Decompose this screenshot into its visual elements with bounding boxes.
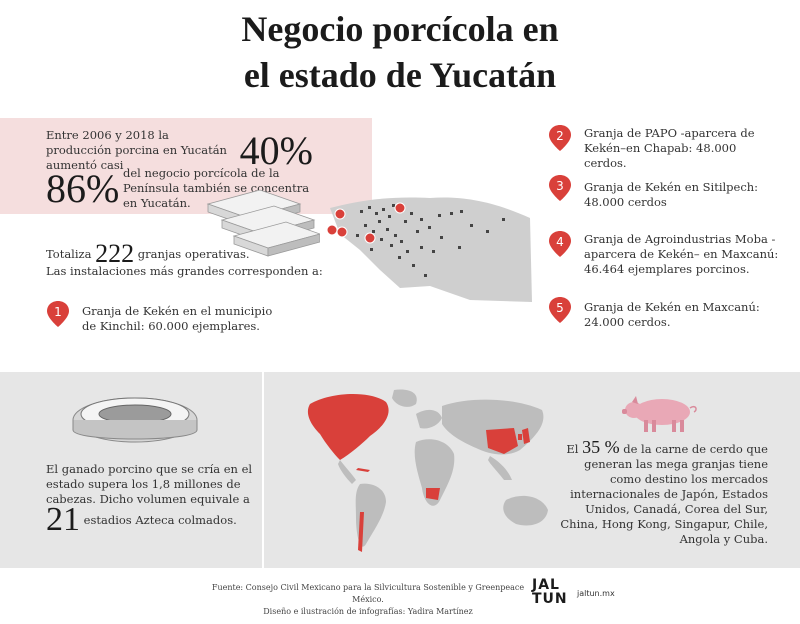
title-line-1: Negocio porcícola en xyxy=(241,9,559,49)
map-pin-icon: 3 xyxy=(549,175,571,201)
yucatan-map xyxy=(326,197,532,302)
export-text: de la carne de cerdo que generan las meg… xyxy=(560,442,768,546)
growth-stat: Entre 2006 y 2018 la producción porcina … xyxy=(46,128,313,173)
growth-value: 40% xyxy=(239,127,313,173)
farms-prefix: Totaliza xyxy=(46,247,92,261)
pin-number: 2 xyxy=(556,129,564,143)
farms-total: Totaliza 222 granjas operativas. Las ins… xyxy=(46,241,346,279)
footer-source-block: Fuente: Consejo Civil Mexicano para la S… xyxy=(208,582,528,618)
barns-illustration xyxy=(206,189,320,257)
map-pin-icon: 2 xyxy=(549,125,571,151)
stadium-text: El ganado porcino que se cría en el esta… xyxy=(46,462,253,506)
footer-credit: Diseño e ilustración de infografías: Yad… xyxy=(263,607,473,616)
pig-icon xyxy=(622,396,697,432)
map-pin-icon: 1 xyxy=(47,301,69,327)
pin-number: 1 xyxy=(54,305,62,319)
stadium-stat: El ganado porcino que se cría en el esta… xyxy=(46,462,268,537)
logo-bottom: TUN xyxy=(532,591,568,607)
pin-number: 5 xyxy=(556,301,564,315)
map-pin-icon: 5 xyxy=(549,297,571,323)
stadium-icon xyxy=(72,397,198,443)
farm-1-text: Granja de Kekén en el municipio de Kinch… xyxy=(82,304,273,333)
share-text: del negocio porcícola de la Península ta… xyxy=(122,166,310,210)
title-line-2: el estado de Yucatán xyxy=(243,55,557,95)
export-value: 35 % xyxy=(582,437,620,457)
footer-source: Fuente: Consejo Civil Mexicano para la S… xyxy=(211,583,525,604)
page-title: Negocio porcícola en el estado de Yucatá… xyxy=(0,6,800,98)
jaltun-logo: JAL TUN xyxy=(532,578,568,606)
farms-value: 222 xyxy=(95,239,135,268)
stadium-value: 21 xyxy=(46,501,80,538)
share-stat: 86% del negocio porcícola de la Penínsul… xyxy=(46,166,323,211)
world-map xyxy=(307,389,548,552)
farm-4-text: Granja de Agroindustrias Moba -aparcera … xyxy=(584,232,779,276)
farms-suffix: granjas operativas. xyxy=(137,247,250,261)
logo-top: JAL xyxy=(532,577,560,593)
share-value: 86% xyxy=(46,165,120,211)
pin-number: 3 xyxy=(556,179,564,193)
map-pin-icon: 4 xyxy=(549,231,571,257)
stadium-suffix: estadios Azteca colmados. xyxy=(83,513,237,527)
growth-text: Entre 2006 y 2018 la producción porcina … xyxy=(46,128,227,172)
export-prefix: El xyxy=(566,442,579,456)
pin-number: 4 xyxy=(556,235,564,249)
farm-3-text: Granja de Kekén en Sitilpech: 48.000 cer… xyxy=(584,180,759,209)
export-stat: El 35 % de la carne de cerdo que generan… xyxy=(560,437,768,547)
farm-5-text: Granja de Kekén en Maxcanú: 24.000 cerdo… xyxy=(584,300,760,329)
highlight-band xyxy=(0,118,372,214)
farms-note: Las instalaciones más grandes correspond… xyxy=(46,264,323,278)
footer-site: jaltun.mx xyxy=(577,589,615,598)
farm-2-text: Granja de PAPO -aparcera de Kekén–en Cha… xyxy=(584,126,755,170)
divider xyxy=(262,372,264,568)
